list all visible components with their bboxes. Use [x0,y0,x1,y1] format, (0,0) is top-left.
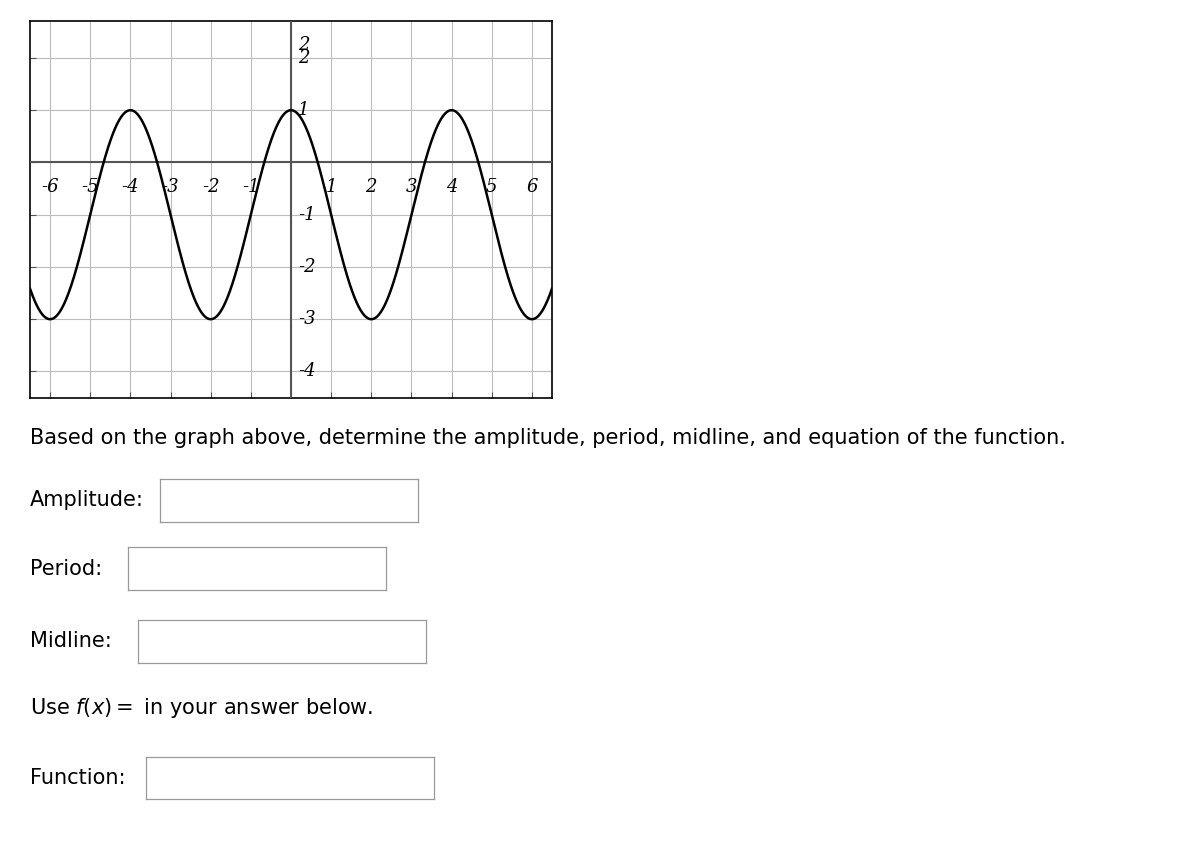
Text: 2: 2 [298,49,310,67]
Text: -6: -6 [41,178,59,196]
Text: Amplitude:: Amplitude: [30,490,144,510]
Text: Based on the graph above, determine the amplitude, period, midline, and equation: Based on the graph above, determine the … [30,428,1066,447]
Text: -4: -4 [298,363,316,380]
Text: -1: -1 [242,178,259,196]
Text: 1: 1 [325,178,337,196]
Text: 1: 1 [298,101,310,119]
Text: 2: 2 [366,178,377,196]
Text: -4: -4 [121,178,139,196]
Text: Midline:: Midline: [30,631,112,652]
Text: 2: 2 [298,36,310,54]
Text: -5: -5 [82,178,100,196]
Text: -2: -2 [298,258,316,276]
Text: Period:: Period: [30,558,102,579]
Text: 5: 5 [486,178,498,196]
Text: Use $f(x) = $ in your answer below.: Use $f(x) = $ in your answer below. [30,696,373,720]
Text: 6: 6 [526,178,538,196]
Text: -3: -3 [162,178,179,196]
Text: -3: -3 [298,310,316,328]
Text: Function:: Function: [30,768,126,788]
Text: 3: 3 [406,178,418,196]
Text: 4: 4 [446,178,457,196]
Text: -1: -1 [298,206,316,224]
Text: -2: -2 [202,178,220,196]
